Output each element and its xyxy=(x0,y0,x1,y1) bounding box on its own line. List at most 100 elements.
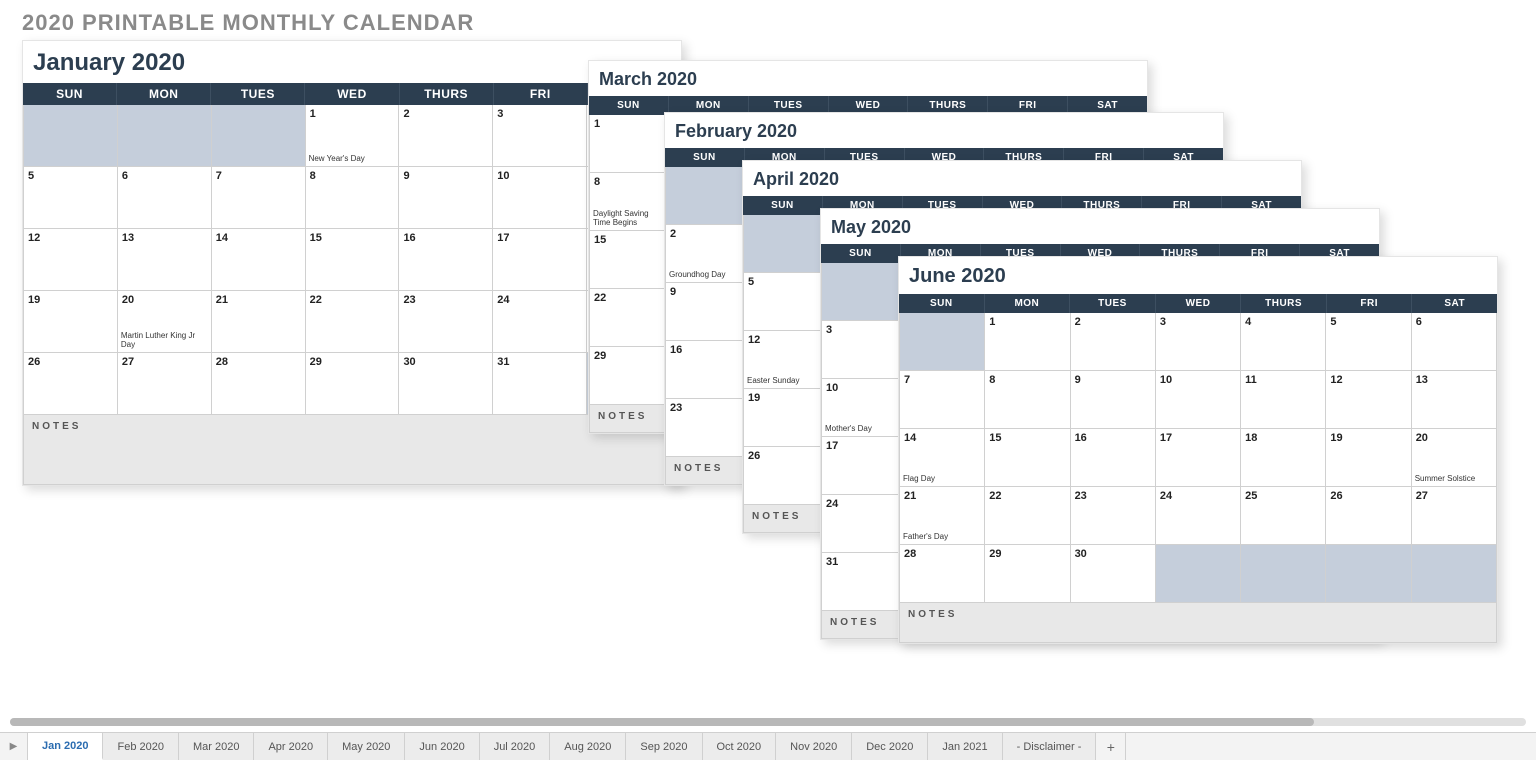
day-cell[interactable]: 19 xyxy=(23,291,118,353)
notes-section[interactable]: NOTES xyxy=(899,603,1497,643)
day-cell[interactable]: 31 xyxy=(821,553,902,611)
day-cell[interactable]: 26 xyxy=(743,447,824,505)
day-cell[interactable]: 22 xyxy=(985,487,1070,545)
day-cell[interactable]: 17 xyxy=(1156,429,1241,487)
day-cell[interactable]: 21Father's Day xyxy=(899,487,985,545)
day-cell[interactable]: 22 xyxy=(306,291,400,353)
day-cell[interactable]: 20Martin Luther King Jr Day xyxy=(118,291,212,353)
sheet-tab[interactable]: Jul 2020 xyxy=(480,733,551,760)
horizontal-scrollbar[interactable] xyxy=(10,718,1526,726)
day-cell[interactable]: 31 xyxy=(493,353,587,415)
day-cell[interactable]: 17 xyxy=(821,437,902,495)
day-cell[interactable]: 23 xyxy=(1071,487,1156,545)
day-cell[interactable]: 20Summer Solstice xyxy=(1412,429,1497,487)
day-cell[interactable]: 26 xyxy=(23,353,118,415)
day-cell[interactable]: 29 xyxy=(589,347,670,405)
day-number: 26 xyxy=(28,356,113,368)
day-cell[interactable]: 26 xyxy=(1326,487,1411,545)
day-cell[interactable]: 3 xyxy=(493,105,587,167)
day-cell[interactable]: 30 xyxy=(1071,545,1156,603)
day-cell[interactable]: 7 xyxy=(899,371,985,429)
day-cell[interactable]: 8Daylight Saving Time Begins xyxy=(589,173,670,231)
sheet-tab[interactable]: Apr 2020 xyxy=(254,733,328,760)
day-cell[interactable]: 6 xyxy=(1412,313,1497,371)
day-cell[interactable]: 12 xyxy=(1326,371,1411,429)
day-cell[interactable]: 3 xyxy=(1156,313,1241,371)
day-header: SUN xyxy=(743,196,823,215)
day-cell[interactable]: 17 xyxy=(493,229,587,291)
day-cell[interactable]: 3 xyxy=(821,321,902,379)
day-cell[interactable]: 28 xyxy=(899,545,985,603)
day-cell[interactable]: 2 xyxy=(399,105,493,167)
day-cell[interactable]: 25 xyxy=(1241,487,1326,545)
day-cell[interactable]: 2Groundhog Day xyxy=(665,225,746,283)
day-cell[interactable]: 15 xyxy=(985,429,1070,487)
sheet-tab[interactable]: Sep 2020 xyxy=(626,733,702,760)
day-cell[interactable]: 6 xyxy=(118,167,212,229)
week-row: 123456 xyxy=(899,313,1497,371)
day-cell[interactable]: 12Easter Sunday xyxy=(743,331,824,389)
day-cell[interactable]: 10 xyxy=(493,167,587,229)
day-cell[interactable]: 30 xyxy=(399,353,493,415)
day-cell[interactable]: 12 xyxy=(23,229,118,291)
day-cell[interactable]: 7 xyxy=(212,167,306,229)
day-cell[interactable]: 9 xyxy=(399,167,493,229)
day-cell[interactable]: 8 xyxy=(985,371,1070,429)
day-cell[interactable]: 2 xyxy=(1071,313,1156,371)
sheet-tab[interactable]: Jan 2021 xyxy=(928,733,1002,760)
sheet-tab[interactable]: Dec 2020 xyxy=(852,733,928,760)
day-cell[interactable]: 23 xyxy=(399,291,493,353)
day-cell[interactable]: 15 xyxy=(589,231,670,289)
sheet-tab[interactable]: Jun 2020 xyxy=(405,733,479,760)
day-cell[interactable]: 1 xyxy=(985,313,1070,371)
day-cell[interactable]: 16 xyxy=(665,341,746,399)
day-cell[interactable]: 8 xyxy=(306,167,400,229)
day-cell[interactable]: 18 xyxy=(1241,429,1326,487)
sheet-tab[interactable]: Aug 2020 xyxy=(550,733,626,760)
day-cell[interactable]: 27 xyxy=(118,353,212,415)
day-cell[interactable]: 14Flag Day xyxy=(899,429,985,487)
sheet-tab[interactable]: May 2020 xyxy=(328,733,405,760)
day-cell[interactable]: 16 xyxy=(1071,429,1156,487)
day-cell[interactable]: 24 xyxy=(1156,487,1241,545)
day-cell[interactable]: 13 xyxy=(118,229,212,291)
day-cell[interactable]: 14 xyxy=(212,229,306,291)
sheet-tab[interactable]: Mar 2020 xyxy=(179,733,254,760)
day-cell[interactable]: 10 xyxy=(1156,371,1241,429)
day-cell[interactable]: 27 xyxy=(1412,487,1497,545)
day-cell[interactable]: 28 xyxy=(212,353,306,415)
day-cell[interactable]: 24 xyxy=(493,291,587,353)
day-cell[interactable]: 23 xyxy=(665,399,746,457)
tab-nav-prev[interactable]: ▶ xyxy=(0,733,28,760)
day-cell[interactable]: 4 xyxy=(1241,313,1326,371)
day-cell[interactable]: 11 xyxy=(1241,371,1326,429)
notes-section[interactable]: NOTES xyxy=(23,415,681,485)
scrollbar-thumb[interactable] xyxy=(10,718,1314,726)
day-cell[interactable]: 10Mother's Day xyxy=(821,379,902,437)
day-cell[interactable]: 1New Year's Day xyxy=(306,105,400,167)
sheet-tab[interactable]: Oct 2020 xyxy=(703,733,777,760)
day-cell[interactable]: 24 xyxy=(821,495,902,553)
day-cell[interactable]: 13 xyxy=(1412,371,1497,429)
day-number: 22 xyxy=(310,294,395,306)
day-cell[interactable]: 22 xyxy=(589,289,670,347)
event-label: Groundhog Day xyxy=(669,271,742,280)
day-cell[interactable]: 5 xyxy=(23,167,118,229)
day-cell[interactable]: 15 xyxy=(306,229,400,291)
day-cell[interactable]: 9 xyxy=(1071,371,1156,429)
day-cell[interactable]: 21 xyxy=(212,291,306,353)
day-cell[interactable]: 1 xyxy=(589,115,670,173)
day-cell[interactable]: 29 xyxy=(985,545,1070,603)
day-cell[interactable]: 29 xyxy=(306,353,400,415)
sheet-tab[interactable]: Feb 2020 xyxy=(103,733,178,760)
sheet-tab[interactable]: Jan 2020 xyxy=(28,733,103,760)
sheet-tab[interactable]: Nov 2020 xyxy=(776,733,852,760)
day-cell[interactable]: 9 xyxy=(665,283,746,341)
day-cell[interactable]: 5 xyxy=(1326,313,1411,371)
sheet-tab[interactable]: - Disclaimer - xyxy=(1003,733,1097,760)
day-cell[interactable]: 16 xyxy=(399,229,493,291)
day-cell[interactable]: 19 xyxy=(743,389,824,447)
add-sheet-button[interactable]: + xyxy=(1096,733,1126,760)
day-cell[interactable]: 5 xyxy=(743,273,824,331)
day-cell[interactable]: 19 xyxy=(1326,429,1411,487)
